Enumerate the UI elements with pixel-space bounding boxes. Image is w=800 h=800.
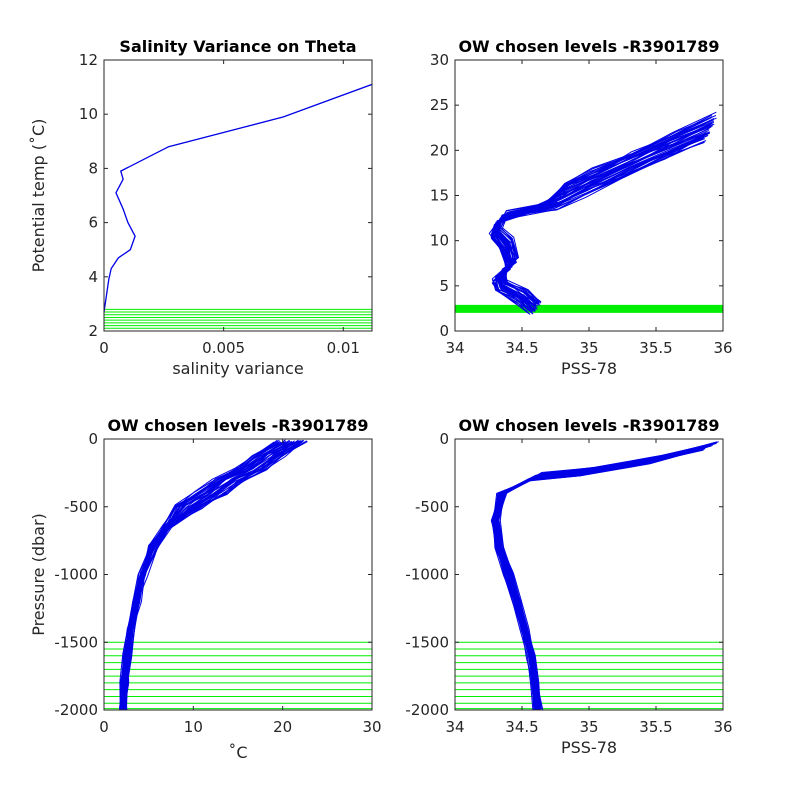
chart-panel-3: 0 10 20 30 -2000 -1500 -1000 -500 0 OW chosen lev…	[29, 416, 382, 762]
chart-panel-4: 34 34.5 35 35.5 36 -2000 -1500 -1000 -500 0 OW cho…	[405, 416, 732, 757]
x-tick-label: 36	[713, 718, 732, 736]
y-tick-label: 0	[439, 322, 449, 340]
x-axis-title: PSS-78	[561, 738, 617, 757]
x-tick-label: 0.01	[327, 339, 360, 357]
y-tick-label: -1000	[405, 566, 449, 584]
x-tick-label: 30	[362, 718, 381, 736]
y-tick-label: -1500	[54, 633, 98, 651]
plot-area	[103, 59, 373, 332]
x-tick-label: 10	[184, 718, 203, 736]
panel-title: Salinity Variance on Theta	[119, 37, 356, 56]
profile-line	[501, 111, 717, 303]
x-tick-label: 35	[579, 718, 598, 736]
y-tick-label: 4	[88, 268, 98, 286]
profile-line	[125, 441, 308, 709]
plot-area	[454, 438, 724, 711]
chart-panel-1: 0 0.005 0.01 2 4 6 8 10 12 Salinity Variance on T…	[29, 37, 373, 378]
y-tick-label: 10	[430, 232, 449, 250]
x-axis-title: ˚C	[228, 743, 247, 762]
chart-panel-2: 34 34.5 35 35.5 36 0 5 10 15 20 25 30 OW chosen leve…	[430, 37, 733, 378]
profile-line	[125, 439, 305, 710]
x-tick-label: 35	[579, 339, 598, 357]
x-tick-label: 0.005	[202, 339, 245, 357]
y-tick-label: -2000	[405, 701, 449, 719]
x-tick-label: 34	[445, 718, 464, 736]
y-tick-label: 0	[439, 430, 449, 448]
axes-frame	[103, 59, 373, 332]
y-tick-label: 0	[88, 430, 98, 448]
profile-line	[122, 441, 303, 710]
x-axis-title: salinity variance	[172, 359, 303, 378]
y-tick-label: 5	[439, 277, 449, 295]
panel-title: OW chosen levels -R3901789	[458, 416, 719, 435]
x-tick-label: 0	[99, 718, 109, 736]
x-tick-label: 34	[445, 339, 464, 357]
plot-content	[104, 439, 372, 710]
y-tick-label: 30	[430, 51, 449, 69]
x-tick-label: 34.5	[505, 339, 538, 357]
y-tick-label: 8	[88, 159, 98, 177]
y-tick-label: 20	[430, 141, 449, 159]
x-tick-label: 35.5	[639, 718, 672, 736]
panel-title: OW chosen levels -R3901789	[107, 416, 368, 435]
x-tick-label: 20	[273, 718, 292, 736]
y-tick-label: -2000	[54, 701, 98, 719]
y-tick-label: -1500	[405, 633, 449, 651]
plot-content	[104, 83, 372, 329]
x-tick-label: 35.5	[639, 339, 672, 357]
y-tick-label: 12	[79, 51, 98, 69]
y-tick-label: 10	[79, 105, 98, 123]
x-tick-label: 36	[713, 339, 732, 357]
variance-line	[104, 83, 372, 313]
y-tick-label: -500	[415, 498, 449, 516]
plot-content	[455, 441, 723, 710]
y-tick-label: -1000	[54, 566, 98, 584]
profile-line	[497, 116, 713, 304]
profile-line	[125, 440, 308, 710]
x-tick-label: 0	[99, 339, 109, 357]
x-axis-title: PSS-78	[561, 359, 617, 378]
panel-title: OW chosen levels -R3901789	[458, 37, 719, 56]
y-axis-title: Pressure (dbar)	[29, 513, 48, 636]
y-axis-title: Potential temp (˚C)	[29, 119, 48, 273]
plot-content	[455, 111, 723, 315]
y-tick-label: 6	[88, 214, 98, 232]
y-tick-label: 2	[88, 322, 98, 340]
y-tick-label: 25	[430, 96, 449, 114]
profile-line	[496, 441, 717, 710]
y-tick-label: 15	[430, 187, 449, 205]
y-tick-label: -500	[64, 498, 98, 516]
x-tick-label: 34.5	[505, 718, 538, 736]
